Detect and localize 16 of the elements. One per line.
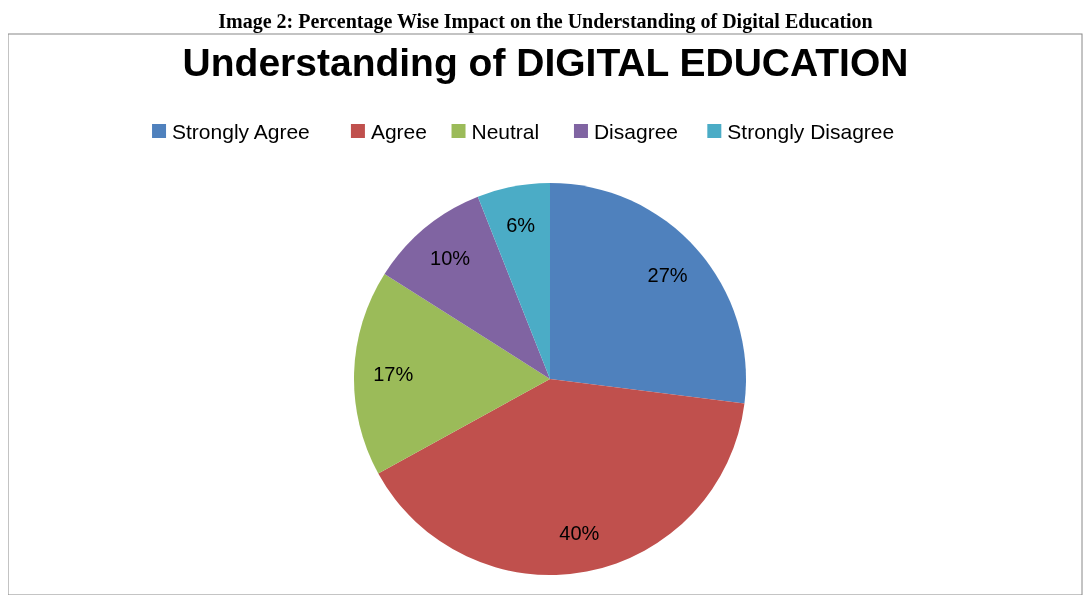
legend-label: Neutral: [471, 119, 540, 143]
data-label: 27%: [647, 264, 688, 287]
data-label: 40%: [559, 522, 600, 545]
chart-title: Understanding of DIGITAL EDUCATION: [182, 41, 909, 84]
pie-slice: [354, 273, 550, 474]
pie-slice: [378, 379, 745, 575]
legend-label: Agree: [370, 119, 427, 143]
pie-slice: [477, 183, 550, 379]
legend-label: Strongly Agree: [172, 119, 310, 143]
legend-label: Disagree: [593, 119, 679, 143]
data-label: 17%: [373, 363, 414, 386]
text: Image 2: Percentage Wise Impact on the Understanding of Digital Education: [218, 10, 873, 33]
pie-slice: [550, 183, 746, 404]
data-label: 6%: [506, 213, 536, 236]
legend-label: Strongly Disagree: [727, 119, 895, 143]
data-label: 10%: [430, 247, 471, 270]
